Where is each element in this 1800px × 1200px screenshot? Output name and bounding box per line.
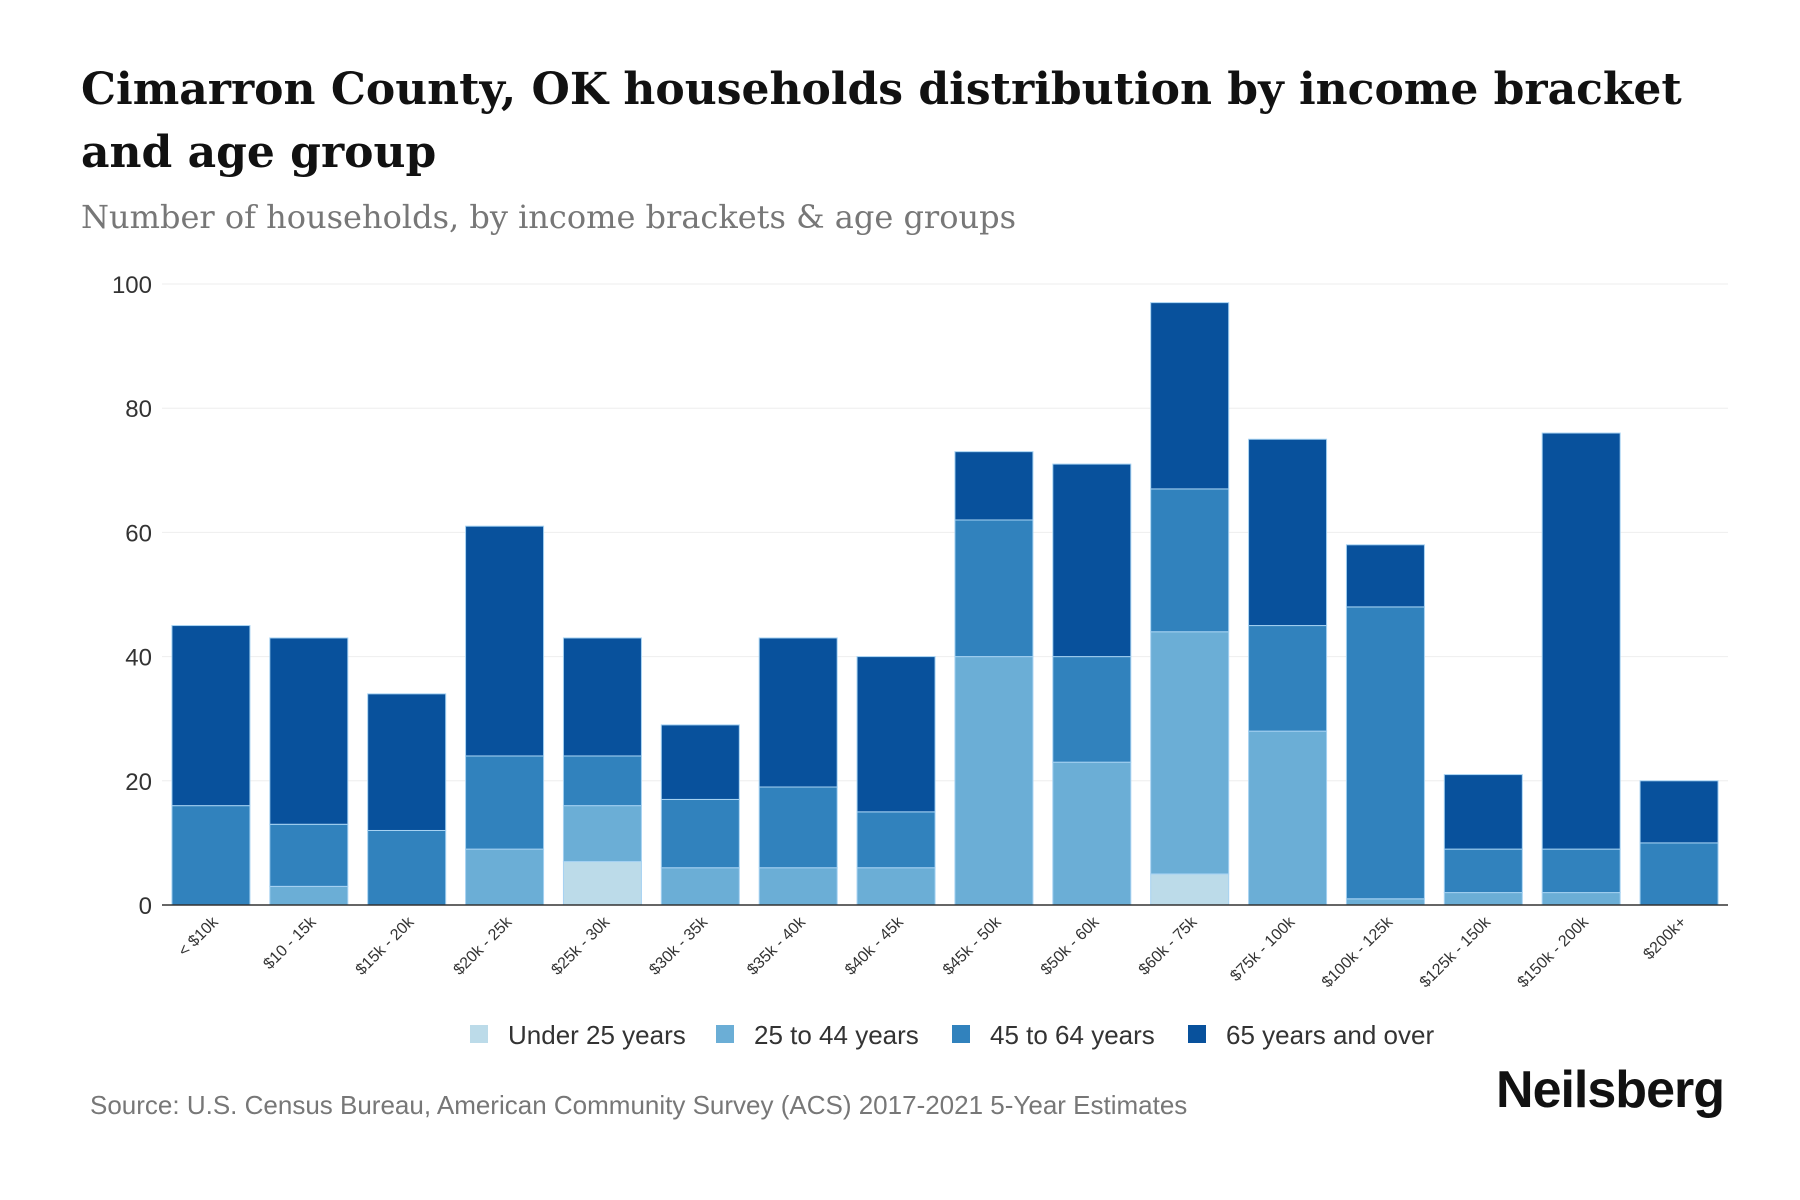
bar-segment-45-to-64-years xyxy=(1541,848,1621,894)
x-tick-label: $45k - 50k xyxy=(940,913,1006,979)
bar-segment-65-years-and-over xyxy=(171,625,251,807)
y-tick-label: 40 xyxy=(125,645,152,672)
y-tick-label: 80 xyxy=(125,396,152,423)
legend-label: Under 25 years xyxy=(508,1020,686,1050)
bar-segment-65-years-and-over xyxy=(1443,774,1523,850)
x-tick-label: $100k - 125k xyxy=(1319,913,1397,991)
bar-segment-45-to-64-years xyxy=(1443,848,1523,894)
bar-segment-25-to-44-years xyxy=(856,867,936,906)
bar-segment-65-years-and-over xyxy=(367,693,447,831)
bar-segment-25-to-44-years xyxy=(758,867,838,906)
bar-segment-65-years-and-over xyxy=(856,656,936,813)
bar-segment-45-to-64-years xyxy=(171,805,251,906)
x-tick-label: $200k+ xyxy=(1640,914,1689,963)
x-tick-label: $75k - 100k xyxy=(1227,913,1299,985)
chart-subtitle: Number of households, by income brackets… xyxy=(81,198,1016,236)
bar-segment-45-to-64-years xyxy=(367,829,447,906)
x-tick-label: < $10k xyxy=(175,913,222,960)
x-tick-label: $40k - 45k xyxy=(842,913,908,979)
x-tick-label: $60k - 75k xyxy=(1136,913,1202,979)
bar-segment-45-to-64-years xyxy=(856,811,936,869)
bar-segment-25-to-44-years xyxy=(269,885,349,906)
bar-segment-65-years-and-over xyxy=(1150,302,1230,490)
x-tick-label: $35k - 40k xyxy=(744,913,810,979)
legend-swatch-icon xyxy=(1188,1025,1206,1043)
bar-segment-65-years-and-over xyxy=(954,451,1034,521)
bar-segment-25-to-44-years xyxy=(1052,761,1132,906)
x-tick-label: $10 - 15k xyxy=(260,913,320,973)
x-tick-label: $50k - 60k xyxy=(1038,913,1104,979)
y-tick-label: 20 xyxy=(125,769,152,796)
bar-segment-25-to-44-years xyxy=(1541,892,1621,906)
neilsberg-logo: Neilsberg xyxy=(1496,1061,1725,1119)
y-tick-label: 60 xyxy=(125,520,152,547)
bar-segment-45-to-64-years xyxy=(465,755,545,850)
legend-label: 65 years and over xyxy=(1226,1020,1434,1050)
bar-segment-45-to-64-years xyxy=(660,798,740,869)
x-tick-label: $30k - 35k xyxy=(646,913,712,979)
bar-segment-45-to-64-years xyxy=(1052,656,1132,763)
bar-segment-45-to-64-years xyxy=(1248,625,1328,732)
legend-swatch-icon xyxy=(716,1025,734,1043)
bar-segment-45-to-64-years xyxy=(1639,842,1719,906)
bar-segment-65-years-and-over xyxy=(1541,432,1621,850)
chart-title: Cimarron County, OK households distribut… xyxy=(81,64,1682,178)
bar-segment-65-years-and-over xyxy=(1345,544,1425,608)
x-tick-label: $25k - 30k xyxy=(548,913,614,979)
x-tick-label: $125k - 150k xyxy=(1417,913,1495,991)
bar-segment-45-to-64-years xyxy=(758,786,838,869)
bar-segment-25-to-44-years xyxy=(660,867,740,906)
x-tick-label: $15k - 20k xyxy=(353,913,419,979)
bar-segment-65-years-and-over xyxy=(1052,463,1132,658)
bar-segment-45-to-64-years xyxy=(1150,488,1230,633)
bar-segment-under-25-years xyxy=(562,861,642,906)
legend-swatch-icon xyxy=(470,1025,488,1043)
bar-segment-45-to-64-years xyxy=(562,755,642,807)
bar-segment-25-to-44-years xyxy=(465,848,545,906)
bar-segment-25-to-44-years xyxy=(1345,898,1425,906)
x-tick-label: $150k - 200k xyxy=(1515,913,1593,991)
legend-label: 25 to 44 years xyxy=(754,1020,919,1050)
bar-segment-25-to-44-years xyxy=(954,656,1034,906)
legend-swatch-icon xyxy=(952,1025,970,1043)
bar-segment-45-to-64-years xyxy=(1345,606,1425,900)
bar-segment-25-to-44-years xyxy=(1150,631,1230,875)
bar-segment-45-to-64-years xyxy=(269,823,349,887)
y-tick-label: 0 xyxy=(139,893,152,920)
bar-segment-45-to-64-years xyxy=(954,519,1034,658)
x-tick-label: $20k - 25k xyxy=(451,913,517,979)
bar-segment-65-years-and-over xyxy=(465,525,545,757)
bar-segment-under-25-years xyxy=(1150,873,1230,906)
y-tick-label: 100 xyxy=(112,272,152,299)
legend-label: 45 to 64 years xyxy=(990,1020,1155,1050)
bar-segment-25-to-44-years xyxy=(1248,730,1328,906)
bar-segment-65-years-and-over xyxy=(758,637,838,788)
source-note: Source: U.S. Census Bureau, American Com… xyxy=(90,1090,1188,1120)
bar-segment-65-years-and-over xyxy=(269,637,349,825)
bar-segment-65-years-and-over xyxy=(1248,438,1328,627)
bar-segment-65-years-and-over xyxy=(562,637,642,757)
bar-segment-25-to-44-years xyxy=(562,805,642,863)
bar-segment-65-years-and-over xyxy=(660,724,740,800)
bar-segment-65-years-and-over xyxy=(1639,780,1719,844)
bar-segment-25-to-44-years xyxy=(1443,892,1523,906)
